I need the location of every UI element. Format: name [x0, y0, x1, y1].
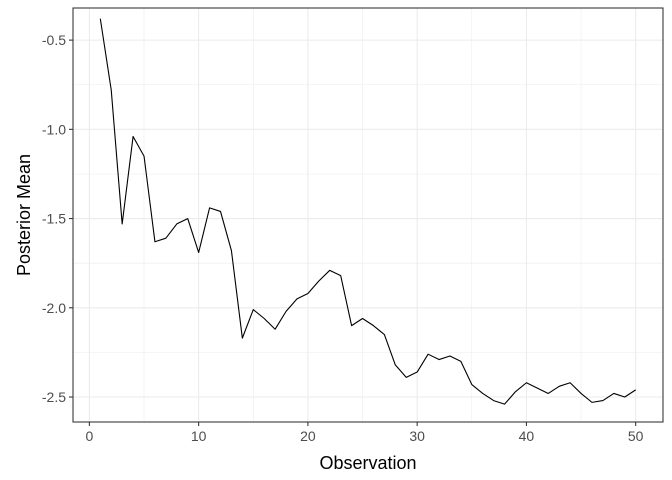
x-tick-label: 50 [628, 428, 644, 444]
x-tick-label: 0 [85, 428, 93, 444]
y-tick-label: -2.0 [42, 300, 66, 316]
series-line [99, 18, 636, 405]
x-tick-label: 10 [191, 428, 207, 444]
y-axis-title: Posterior Mean [14, 154, 34, 276]
y-tick-label: -2.5 [42, 389, 66, 405]
y-tick-label: -1.5 [42, 211, 66, 227]
x-tick-label: 30 [409, 428, 425, 444]
y-tick-label: -1.0 [42, 121, 66, 137]
x-axis-ticks: 0 10 20 30 40 50 [85, 422, 644, 444]
panel-background [73, 8, 663, 422]
minor-gridlines [73, 8, 663, 422]
series-layer [99, 18, 636, 405]
x-tick-label: 20 [300, 428, 316, 444]
x-tick-label: 40 [519, 428, 535, 444]
major-gridlines [73, 8, 663, 422]
y-axis-ticks: -2.5 -2.0 -1.5 -1.0 -0.5 [42, 32, 73, 405]
panel-border [72, 7, 664, 423]
y-tick-label: -0.5 [42, 32, 66, 48]
x-axis-title: Observation [319, 453, 416, 473]
